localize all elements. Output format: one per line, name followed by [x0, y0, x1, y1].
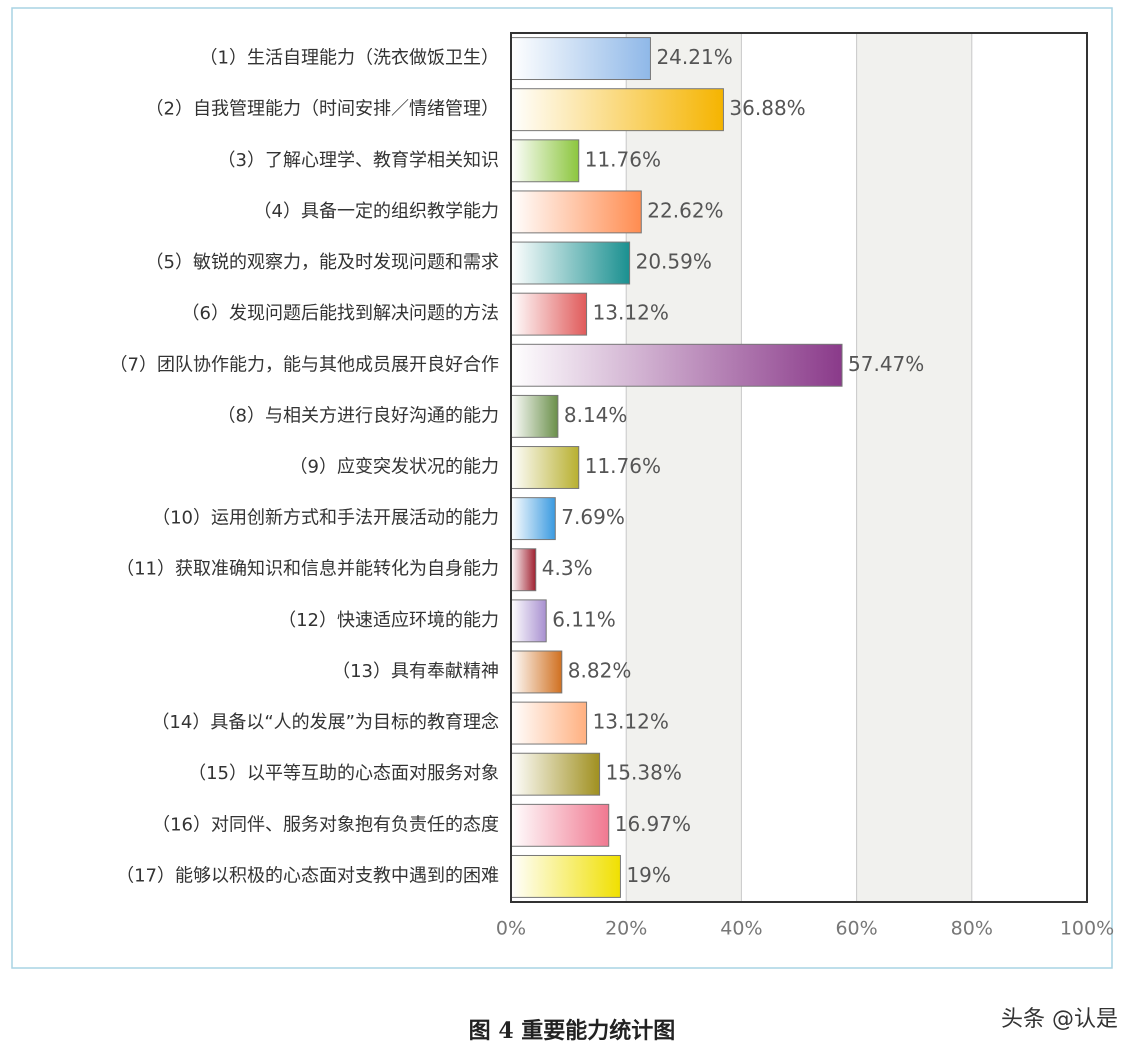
data-label: 11.76%	[585, 147, 661, 171]
data-label: 15.38%	[606, 761, 682, 785]
data-label: 13.12%	[593, 710, 669, 734]
data-label: 20.59%	[636, 250, 712, 274]
y-tick-label: （4）具备一定的组织教学能力	[254, 201, 499, 222]
plot-band	[741, 33, 857, 902]
plot-band	[856, 33, 972, 902]
bar	[510, 343, 843, 387]
data-label: 22.62%	[647, 198, 723, 222]
y-tick-label: （9）应变突发状况的能力	[290, 457, 499, 478]
bar	[510, 701, 588, 745]
x-tick-label: 60%	[835, 918, 877, 940]
chart-frame	[11, 7, 1113, 969]
bar	[510, 37, 651, 81]
plot-band	[971, 33, 1087, 902]
bar	[510, 394, 559, 438]
x-tick-label: 0%	[496, 918, 526, 940]
y-tick-label: （15）以平等互助的心态面对服务对象	[188, 763, 499, 784]
data-label: 16.97%	[615, 812, 691, 836]
plot-band	[626, 33, 742, 902]
bar	[510, 241, 631, 285]
bar	[510, 497, 556, 541]
caption: 图 4 重要能力统计图	[469, 1018, 676, 1044]
y-tick-label: （3）了解心理学、教育学相关知识	[218, 150, 499, 171]
y-tick-label: （8）与相关方进行良好沟通的能力	[218, 405, 499, 426]
data-label: 57.47%	[848, 352, 924, 376]
data-label: 6.11%	[552, 607, 616, 631]
y-tick-label: （5）敏锐的观察力，能及时发现问题和需求	[146, 252, 499, 273]
plot-border	[510, 32, 1088, 903]
watermark: 头条 @认是	[1001, 1007, 1118, 1032]
data-label: 7.69%	[561, 505, 625, 529]
data-label: 4.3%	[542, 556, 593, 580]
data-label: 8.82%	[568, 658, 632, 682]
y-tick-label: （10）运用创新方式和手法开展活动的能力	[152, 508, 499, 529]
y-tick-label: （2）自我管理能力（时间安排／情绪管理）	[146, 99, 499, 120]
y-tick-label: （14）具备以“人的发展”为目标的教育理念	[151, 711, 499, 733]
x-tick-label: 40%	[720, 918, 762, 940]
data-label: 19%	[626, 863, 670, 887]
y-tick-label: （7）团队协作能力，能与其他成员展开良好合作	[110, 354, 499, 375]
bar	[510, 292, 588, 336]
x-tick-label: 80%	[951, 918, 993, 940]
y-tick-label: （17）能够以积极的心态面对支教中遇到的困难	[116, 865, 499, 886]
bar	[510, 752, 601, 796]
y-tick-label: （13）具有奉献精神	[332, 661, 499, 682]
data-label: 8.14%	[564, 403, 628, 427]
x-tick-label: 100%	[1060, 918, 1114, 940]
x-tick-label: 20%	[605, 918, 647, 940]
y-tick-label: （1）生活自理能力（洗衣做饭卫生）	[200, 48, 499, 69]
bar	[510, 446, 580, 489]
data-label: 11.76%	[585, 454, 661, 478]
bar	[510, 88, 724, 132]
y-tick-label: （11）获取准确知识和信息并能转化为自身能力	[116, 559, 499, 580]
bar	[510, 803, 610, 847]
data-label: 13.12%	[593, 301, 669, 325]
bar	[510, 190, 642, 234]
y-tick-label: （16）对同伴、服务对象抱有负责任的态度	[152, 814, 499, 835]
bar	[510, 548, 537, 592]
bar	[510, 650, 563, 694]
bar	[510, 854, 621, 898]
bar	[510, 599, 547, 643]
data-label: 24.21%	[656, 45, 732, 69]
y-tick-label: （6）发现问题后能找到解决问题的方法	[182, 303, 499, 324]
data-label: 36.88%	[729, 96, 805, 120]
y-tick-label: （12）快速适应环境的能力	[278, 610, 499, 631]
bar	[510, 139, 580, 183]
